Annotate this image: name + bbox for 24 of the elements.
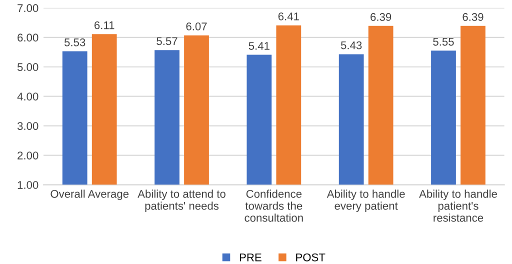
data-label: 6.39 — [370, 13, 392, 21]
x-tick-label: Ability to attend to patients' needs — [138, 190, 226, 212]
data-label: 5.41 — [248, 42, 270, 50]
data-label: 6.07 — [186, 22, 207, 30]
data-label: 5.43 — [340, 41, 362, 50]
data-label: 5.57 — [156, 37, 178, 46]
y-tick-label: 1.00 — [18, 181, 38, 189]
data-label: 5.55 — [433, 38, 454, 46]
data-label: 6.41 — [278, 12, 299, 20]
data-label: 5.53 — [64, 38, 86, 46]
y-tick-label: 5.00 — [17, 63, 38, 72]
x-tick-label: Confidence towards the consultation — [244, 190, 303, 222]
y-tick-label: 2.00 — [18, 152, 38, 160]
data-label: 6.39 — [462, 13, 484, 21]
legend-label: PRE — [240, 254, 262, 262]
y-tick-label: 7.00 — [18, 4, 38, 12]
y-tick-label: 6.00 — [18, 34, 38, 42]
x-tick-label: Ability to handle patient's resistance — [419, 190, 497, 222]
x-tick-label: Overall Average — [50, 190, 129, 200]
y-tick-label: 3.00 — [17, 122, 38, 130]
legend-label: POST — [296, 253, 326, 262]
data-label: 6.11 — [94, 21, 114, 30]
x-tick-label: Ability to handle every patient — [326, 190, 405, 212]
y-tick-label: 4.00 — [17, 92, 38, 100]
